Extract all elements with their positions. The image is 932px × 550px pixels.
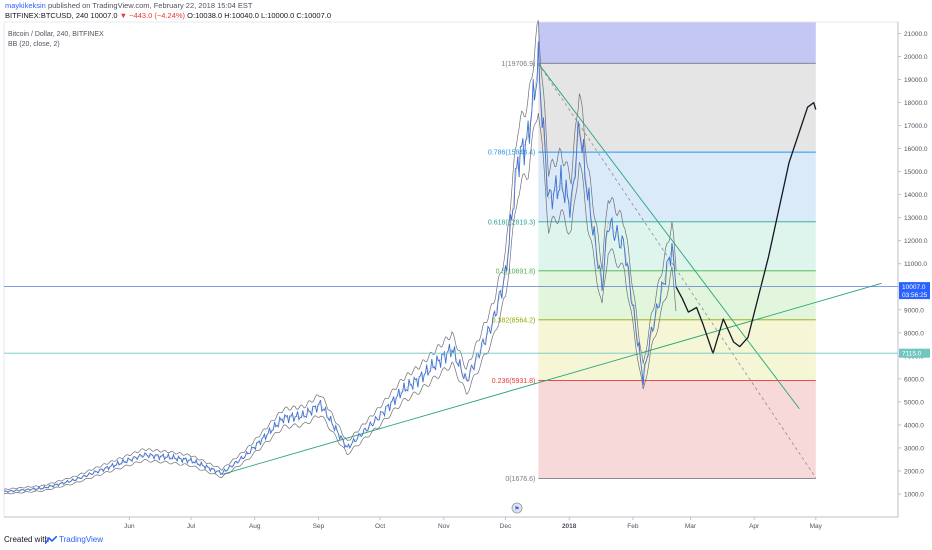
- fib-retracement: 1(19706.9) 0.786(15848.4) 0.618(12819.3) 0.…: [488, 22, 816, 483]
- series-legend[interactable]: Bitcoin / Dollar, 240, BITFINEX: [8, 31, 104, 38]
- x-tick-label: Oct: [375, 523, 385, 530]
- y-tick-label: 13000.0: [904, 215, 928, 222]
- x-tick-label: Feb: [627, 523, 639, 530]
- axes: 1000.02000.03000.04000.05000.06000.07000…: [4, 22, 928, 530]
- fib-level-label: 0.786(15848.4): [488, 150, 535, 157]
- x-tick-label: Dec: [500, 523, 512, 530]
- y-tick-label: 18000.0: [904, 100, 928, 107]
- x-tick-label: May: [810, 523, 823, 530]
- y-tick-label: 11000.0: [904, 261, 927, 268]
- fib-level-label: 0.236(5931.8): [492, 378, 536, 385]
- x-tick-label: Jun: [124, 523, 135, 530]
- trendline: [538, 63, 817, 479]
- x-tick-label: 2018: [562, 523, 577, 530]
- ohlc-values: O:10038.0 H:10040.0 L:10000.0 C:10007.0: [187, 11, 332, 20]
- price-line: [3, 41, 677, 494]
- x-tick-label: Nov: [438, 523, 450, 530]
- fib-zone-top: [538, 22, 816, 64]
- created-with-text: Created with: [4, 535, 49, 544]
- price-series: [3, 41, 677, 494]
- fib-level-label: 0.5(10691.8): [496, 268, 536, 275]
- indicator-legend[interactable]: BB (20, close, 2): [8, 41, 60, 48]
- price-change: ▼ −443.0 (−4.24%): [119, 11, 186, 20]
- x-tick-label: Aug: [249, 523, 261, 530]
- projection-line: [675, 101, 817, 355]
- fib-level-label: 0.618(12819.3): [488, 219, 535, 226]
- last-price-label: 10007.0: [902, 284, 926, 291]
- fib-level-label: 1(19706.9): [501, 61, 535, 68]
- fib-zone: [538, 152, 816, 222]
- y-tick-label: 2000.0: [904, 468, 924, 475]
- trendline: [537, 63, 800, 410]
- projection-path: [675, 101, 817, 355]
- y-tick-label: 14000.0: [904, 192, 928, 199]
- level-price-tag: [899, 348, 930, 358]
- x-tick-label: Mar: [685, 523, 697, 530]
- y-tick-label: 19000.0: [904, 77, 928, 84]
- tradingview-logo[interactable]: TradingView: [44, 535, 104, 545]
- symbol-info: BITFINEX:BTCUSD, 240 10007.0 ▼ −443.0 (−…: [5, 11, 331, 20]
- bb-upper-band: [3, 20, 677, 490]
- y-tick-label: 15000.0: [904, 169, 928, 176]
- y-tick-label: 1000.0: [904, 491, 924, 498]
- author-link[interactable]: maykikeksin: [5, 1, 46, 10]
- y-tick-label: 4000.0: [904, 422, 924, 429]
- level-price-label: 7115.0: [902, 350, 922, 357]
- symbol-label: BITFINEX:BTCUSD, 240: [5, 11, 89, 20]
- y-tick-label: 16000.0: [904, 146, 928, 153]
- fib-zone: [538, 270, 816, 320]
- last-price-tag: [899, 282, 930, 300]
- tradingview-icon: [44, 535, 58, 545]
- y-tick-label: 8000.0: [904, 330, 924, 337]
- fib-level-label: 0(1676.6): [505, 476, 535, 483]
- price-level-lines: [4, 286, 898, 354]
- publish-info: maykikeksin published on TradingView.com…: [5, 1, 253, 10]
- y-tick-label: 20000.0: [904, 54, 928, 61]
- trendlines: [221, 63, 882, 479]
- fib-zone: [538, 380, 816, 479]
- fib-zone: [538, 319, 816, 381]
- x-tick-label: Sep: [313, 523, 325, 530]
- last-price: 10007.0: [90, 11, 118, 20]
- y-tick-label: 6000.0: [904, 376, 924, 383]
- tradingview-brand: TradingView: [59, 535, 104, 544]
- y-tick-label: 17000.0: [904, 123, 928, 130]
- fib-level-label: 0.382(8564.2): [492, 317, 536, 324]
- trendline: [221, 282, 882, 475]
- y-tick-label: 9000.0: [904, 307, 924, 314]
- x-tick-label: Apr: [749, 523, 760, 530]
- y-tick-label: 12000.0: [904, 238, 928, 245]
- bb-lower-band: [3, 112, 677, 495]
- event-marker[interactable]: ⚑: [511, 502, 523, 514]
- x-tick-label: Jul: [187, 523, 196, 530]
- price-tags: 10007.003:56:25 7115.0: [899, 282, 930, 358]
- y-tick-label: 5000.0: [904, 399, 924, 406]
- footer-bar: Created with TradingView: [0, 531, 932, 550]
- publish-text: published on TradingView.com, February 2…: [47, 1, 253, 10]
- y-tick-label: 21000.0: [904, 31, 928, 38]
- svg-text:⚑: ⚑: [514, 506, 519, 513]
- countdown-label: 03:56:25: [902, 292, 928, 299]
- y-tick-label: 3000.0: [904, 445, 924, 452]
